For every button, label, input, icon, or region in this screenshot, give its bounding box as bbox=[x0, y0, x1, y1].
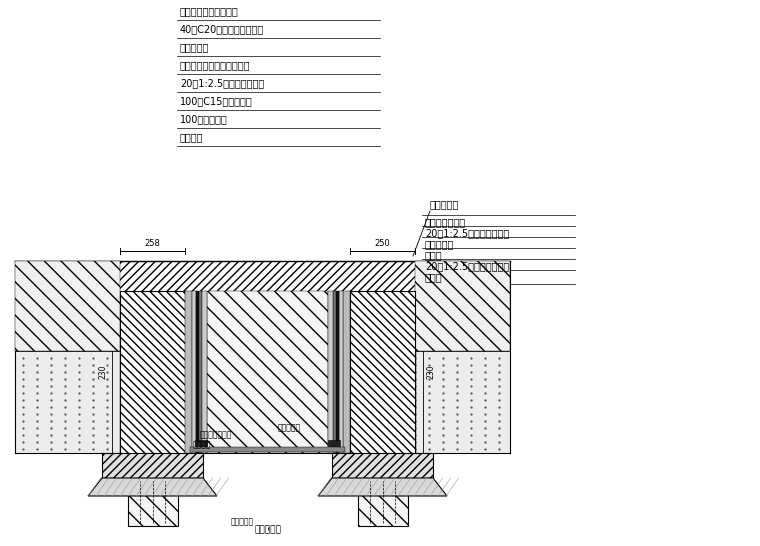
Polygon shape bbox=[88, 478, 217, 496]
Bar bbox=[196, 291, 199, 453]
Text: 遇水膨胀止水条: 遇水膨胀止水条 bbox=[200, 430, 233, 440]
Bar bbox=[15, 316, 510, 322]
Text: 40厚C20细石混凝土保护层: 40厚C20细石混凝土保护层 bbox=[180, 24, 264, 34]
Bar bbox=[202, 291, 207, 453]
Bar bbox=[15, 311, 510, 316]
Text: 100厚C15混凝土垫层: 100厚C15混凝土垫层 bbox=[180, 96, 253, 106]
Bar bbox=[15, 261, 510, 291]
Text: 橡胶油膏: 橡胶油膏 bbox=[193, 441, 211, 449]
Text: 素土夯实: 素土夯实 bbox=[180, 132, 204, 142]
Bar bbox=[102, 453, 203, 478]
Polygon shape bbox=[318, 478, 447, 496]
Bar bbox=[328, 440, 340, 448]
Text: 钢筋砼桩身: 钢筋砼桩身 bbox=[231, 518, 254, 526]
Text: 承台钢筋混凝土结构层: 承台钢筋混凝土结构层 bbox=[180, 6, 239, 16]
Text: 桩身受力筋: 桩身受力筋 bbox=[277, 424, 301, 432]
Bar bbox=[339, 291, 343, 453]
Bar bbox=[415, 261, 510, 351]
Text: 钢筋砼护壁: 钢筋砼护壁 bbox=[254, 525, 281, 534]
Bar bbox=[120, 291, 185, 453]
Text: 砖胎膜: 砖胎膜 bbox=[425, 272, 442, 282]
Text: 20厚1:2.5水泥砂浆找平层: 20厚1:2.5水泥砂浆找平层 bbox=[180, 78, 264, 88]
Bar bbox=[192, 291, 196, 453]
Text: 卷材防水层: 卷材防水层 bbox=[425, 239, 454, 249]
Bar bbox=[15, 338, 510, 351]
Bar bbox=[332, 453, 433, 478]
Bar bbox=[343, 291, 350, 453]
Bar bbox=[128, 478, 178, 526]
Text: 258: 258 bbox=[144, 240, 160, 248]
Bar bbox=[207, 291, 328, 453]
Text: 卷材防水层: 卷材防水层 bbox=[180, 42, 209, 52]
Bar bbox=[190, 447, 345, 452]
Text: 250: 250 bbox=[375, 240, 391, 248]
Text: 地下室底板: 地下室底板 bbox=[430, 199, 459, 209]
Text: 20厚1:2.5水泥砂浆找平层: 20厚1:2.5水泥砂浆找平层 bbox=[425, 261, 509, 271]
Bar bbox=[15, 261, 120, 351]
Text: 230: 230 bbox=[99, 365, 108, 379]
Bar bbox=[336, 291, 339, 453]
Bar bbox=[185, 291, 192, 453]
Bar bbox=[199, 291, 202, 453]
Bar bbox=[15, 351, 510, 453]
Bar bbox=[15, 322, 510, 338]
Text: 钢筋混凝土地梁: 钢筋混凝土地梁 bbox=[425, 217, 466, 227]
Bar bbox=[328, 291, 333, 453]
Text: 100厚碎石垫层: 100厚碎石垫层 bbox=[180, 114, 228, 124]
Bar bbox=[333, 291, 336, 453]
Bar bbox=[15, 291, 510, 304]
Text: 附加层: 附加层 bbox=[425, 250, 442, 260]
Text: 20厚1:2.5水泥砂浆保护层: 20厚1:2.5水泥砂浆保护层 bbox=[425, 228, 509, 238]
Bar bbox=[357, 478, 407, 526]
Text: 230: 230 bbox=[427, 365, 436, 379]
Bar bbox=[195, 440, 207, 448]
Bar bbox=[350, 291, 415, 453]
Bar bbox=[15, 304, 510, 311]
Text: 水泥基渗透结晶型防水涂料: 水泥基渗透结晶型防水涂料 bbox=[180, 60, 251, 70]
